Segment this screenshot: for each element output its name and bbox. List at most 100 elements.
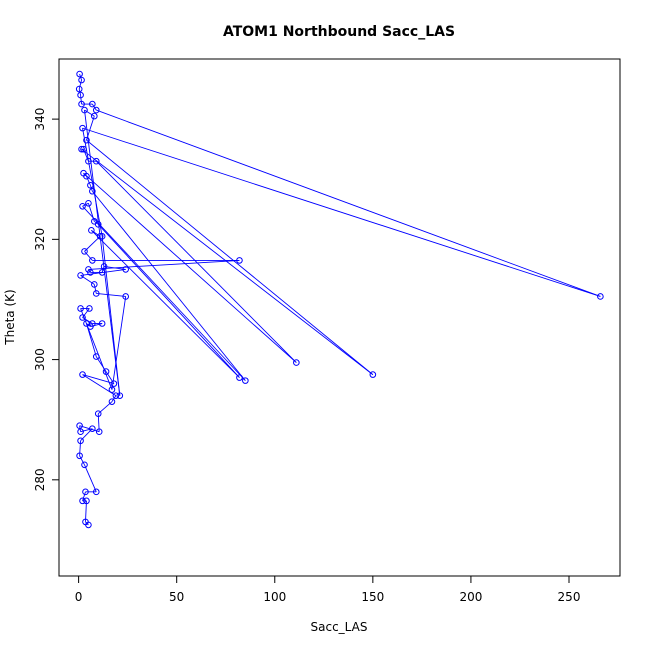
data-point bbox=[112, 392, 120, 399]
data-point bbox=[89, 100, 96, 108]
series-segment bbox=[80, 428, 93, 433]
data-point bbox=[87, 269, 94, 276]
series-segment bbox=[80, 308, 113, 390]
y-tick-label: 300 bbox=[33, 348, 47, 371]
series-segment bbox=[86, 323, 97, 357]
series-segment bbox=[84, 109, 95, 117]
series-layer bbox=[75, 70, 604, 529]
y-tick-label: 280 bbox=[33, 468, 47, 491]
series-segment bbox=[82, 202, 89, 207]
data-point bbox=[242, 377, 249, 384]
x-tick-label: 200 bbox=[459, 590, 482, 604]
y-tick-label: 320 bbox=[33, 228, 47, 251]
data-point bbox=[77, 91, 84, 99]
data-point bbox=[77, 428, 84, 436]
series-segment bbox=[97, 224, 240, 378]
data-point bbox=[76, 70, 83, 78]
series-segment bbox=[82, 491, 86, 501]
data-point bbox=[88, 227, 95, 234]
series-segment bbox=[91, 190, 246, 381]
series-segment bbox=[96, 293, 126, 297]
data-point bbox=[77, 305, 84, 312]
series-segment bbox=[105, 371, 115, 384]
data-point bbox=[92, 157, 100, 165]
data-point bbox=[91, 112, 98, 120]
series-segment bbox=[83, 149, 89, 162]
data-point bbox=[79, 124, 86, 132]
x-tick-label: 50 bbox=[169, 590, 184, 604]
data-point bbox=[85, 157, 92, 165]
data-point bbox=[89, 425, 96, 433]
series-segment bbox=[86, 176, 91, 186]
data-point bbox=[236, 374, 243, 381]
data-point bbox=[81, 461, 88, 469]
x-tick-label: 100 bbox=[263, 590, 286, 604]
data-point bbox=[94, 221, 102, 228]
data-point bbox=[77, 272, 84, 279]
data-point bbox=[94, 410, 102, 417]
series-segment bbox=[95, 160, 297, 363]
data-point bbox=[293, 359, 300, 366]
series-segment bbox=[84, 110, 121, 396]
x-axis: 0 50 100 150 200 250 bbox=[75, 575, 580, 604]
data-point bbox=[76, 452, 83, 460]
data-point bbox=[78, 100, 85, 108]
data-point bbox=[83, 320, 90, 327]
data-point bbox=[79, 497, 86, 505]
data-point bbox=[81, 106, 88, 114]
data-point bbox=[92, 353, 100, 360]
series-segment bbox=[80, 95, 83, 105]
series-segment bbox=[83, 172, 297, 363]
data-point bbox=[91, 281, 98, 288]
data-point bbox=[89, 187, 96, 195]
data-point bbox=[95, 428, 103, 436]
data-point bbox=[81, 248, 88, 255]
data-point bbox=[108, 398, 116, 405]
chart-title: ATOM1 Northbound Sacc_LAS bbox=[223, 24, 455, 40]
data-point bbox=[369, 371, 377, 378]
data-point bbox=[79, 314, 86, 321]
data-point bbox=[83, 172, 90, 180]
data-point bbox=[78, 76, 85, 84]
data-point bbox=[236, 257, 243, 264]
data-point bbox=[86, 305, 93, 312]
data-point bbox=[122, 293, 129, 300]
series-segment bbox=[78, 79, 82, 90]
series-segment bbox=[82, 308, 90, 318]
data-point bbox=[75, 85, 83, 93]
data-point bbox=[92, 488, 100, 496]
data-point bbox=[89, 257, 96, 264]
x-tick-label: 150 bbox=[361, 590, 384, 604]
data-point bbox=[83, 497, 90, 505]
series-segment bbox=[85, 521, 89, 526]
y-tick-label: 340 bbox=[33, 108, 47, 131]
series-segment bbox=[86, 139, 374, 375]
series-segment bbox=[79, 455, 85, 465]
data-point bbox=[79, 371, 86, 378]
y-axis-label: Theta (K) bbox=[3, 289, 17, 345]
x-tick-label: 0 bbox=[75, 590, 83, 604]
data-point bbox=[116, 392, 124, 399]
series-segment bbox=[91, 230, 240, 378]
data-point bbox=[85, 199, 92, 207]
data-point bbox=[77, 437, 84, 445]
data-point bbox=[108, 386, 116, 393]
data-point bbox=[92, 106, 100, 114]
data-point bbox=[96, 233, 104, 240]
series-segment bbox=[83, 172, 87, 177]
series-segment bbox=[84, 236, 101, 252]
data-point bbox=[98, 320, 106, 327]
data-point bbox=[76, 422, 83, 430]
data-point bbox=[78, 145, 85, 153]
data-point bbox=[98, 233, 106, 240]
series-segment bbox=[84, 251, 93, 261]
series-segment bbox=[85, 500, 87, 522]
data-point bbox=[92, 290, 100, 297]
x-axis-label: Sacc_LAS bbox=[311, 620, 368, 634]
series-segment bbox=[104, 265, 126, 270]
series-segment bbox=[81, 148, 374, 375]
data-point bbox=[110, 380, 118, 387]
series-segment bbox=[82, 128, 103, 237]
series-segment bbox=[82, 205, 246, 381]
